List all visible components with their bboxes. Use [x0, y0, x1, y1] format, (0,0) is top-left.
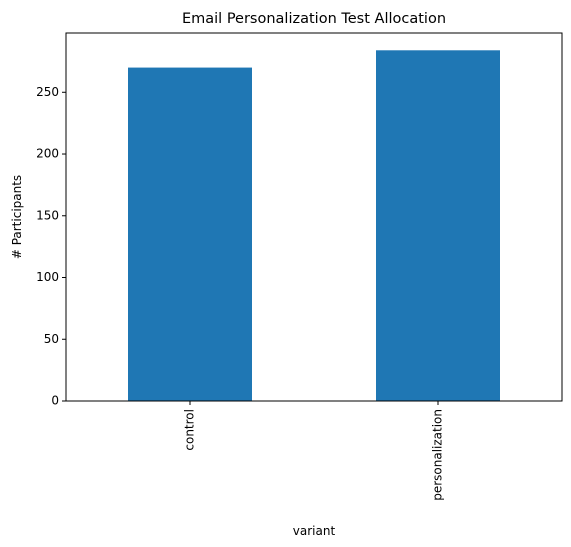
bars-group [128, 50, 500, 402]
y-tick-label: 200 [36, 147, 59, 161]
y-tick-label: 150 [36, 208, 59, 222]
y-tick-label: 250 [36, 85, 59, 99]
y-tick-label: 0 [51, 394, 59, 408]
y-axis: 0 50 100 150 200 250 [36, 85, 66, 408]
bar-control [128, 67, 252, 401]
x-axis-label: variant [293, 524, 336, 538]
bar-personalization [376, 50, 500, 402]
chart-title: Email Personalization Test Allocation [182, 11, 446, 27]
y-axis-label: # Participants [10, 175, 24, 259]
y-tick-label: 100 [36, 270, 59, 284]
x-tick-label: personalization [431, 409, 445, 501]
x-tick-label: control [183, 409, 197, 451]
x-axis: control personalization [183, 401, 445, 501]
y-tick-label: 50 [44, 332, 59, 346]
plot-area-frame [65, 32, 563, 402]
